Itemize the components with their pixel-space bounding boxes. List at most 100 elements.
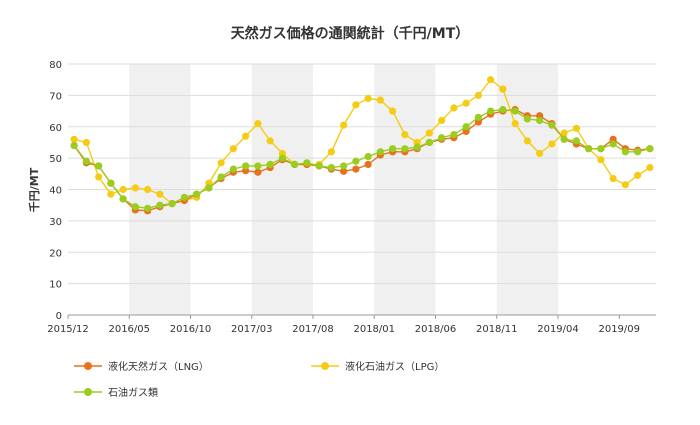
data-point	[107, 190, 115, 198]
data-point	[217, 173, 225, 181]
data-point	[572, 124, 580, 132]
chart-title: 天然ガス価格の通関統計（千円/MT）	[231, 25, 470, 42]
data-point	[119, 195, 127, 203]
data-point	[254, 162, 262, 170]
x-tick-label: 2018/06	[415, 324, 457, 335]
x-tick-label: 2018/11	[476, 324, 518, 335]
data-point	[511, 120, 519, 128]
data-point	[217, 159, 225, 167]
legend-marker	[84, 362, 92, 370]
x-tick-label: 2015/12	[47, 324, 89, 335]
data-point	[499, 105, 507, 114]
data-point	[621, 148, 629, 156]
data-point	[621, 181, 629, 189]
data-point	[229, 165, 237, 173]
data-point	[278, 154, 286, 162]
data-point	[401, 145, 409, 153]
data-point	[474, 91, 482, 99]
x-tick-label: 2017/03	[231, 324, 273, 335]
legend-marker	[84, 388, 92, 396]
data-point	[70, 135, 78, 143]
data-point	[266, 137, 274, 145]
data-point	[327, 163, 335, 172]
y-tick-label: 0	[56, 311, 62, 322]
data-point	[462, 123, 470, 131]
x-tick-label: 2017/08	[292, 324, 334, 335]
legend-item: 液化天然ガス（LNG）	[74, 360, 209, 373]
y-tick-label: 50	[49, 154, 62, 165]
data-point	[646, 163, 654, 172]
data-point	[254, 120, 262, 128]
legend-label: 液化石油ガス（LPG）	[345, 360, 444, 373]
data-point	[536, 149, 544, 158]
data-point	[156, 201, 164, 209]
y-tick-label: 70	[49, 91, 62, 102]
data-point	[511, 107, 519, 115]
data-point	[585, 145, 593, 153]
data-point	[168, 200, 176, 208]
data-point	[144, 204, 152, 212]
x-axis: 2015/12 2016/05 2016/10 2017/03 2017/08 2018/…	[47, 315, 640, 335]
data-point	[340, 121, 348, 129]
data-point	[376, 148, 384, 156]
data-point	[266, 160, 274, 168]
legend-label: 石油ガス類	[108, 386, 158, 399]
data-point	[487, 107, 495, 115]
legend-item: 液化石油ガス（LPG）	[311, 360, 444, 373]
y-tick-label: 10	[49, 280, 62, 291]
data-point	[254, 168, 262, 176]
data-point	[242, 162, 250, 170]
x-tick-label: 2018/01	[353, 324, 395, 335]
x-tick-label: 2019/04	[537, 324, 579, 335]
data-point	[107, 179, 115, 187]
data-point	[425, 129, 433, 137]
data-point	[389, 145, 397, 153]
data-point	[548, 121, 556, 129]
data-point	[609, 174, 617, 183]
data-point	[352, 165, 360, 173]
data-point	[597, 156, 605, 164]
x-tick-label: 2016/10	[170, 324, 212, 335]
data-point	[389, 107, 397, 115]
data-point	[597, 145, 605, 153]
data-point	[609, 140, 617, 148]
data-point	[156, 190, 164, 198]
data-point	[560, 129, 568, 137]
data-point	[364, 152, 372, 161]
data-point	[144, 185, 152, 194]
y-tick-label: 20	[49, 248, 62, 259]
data-point	[242, 132, 250, 140]
data-point	[303, 159, 311, 167]
data-point	[474, 113, 482, 121]
data-point	[82, 157, 90, 165]
data-point	[560, 135, 568, 143]
data-point	[131, 184, 139, 192]
data-point	[291, 160, 299, 168]
y-tick-label: 60	[49, 123, 62, 134]
data-point	[340, 167, 348, 175]
data-point	[450, 130, 458, 139]
x-tick-label: 2019/09	[598, 324, 640, 335]
data-point	[425, 138, 433, 147]
data-point	[205, 184, 213, 192]
data-point	[438, 134, 446, 142]
data-point	[327, 148, 335, 156]
y-tick-label: 80	[49, 60, 62, 71]
legend-label: 液化天然ガス（LNG）	[108, 360, 209, 373]
data-point	[352, 157, 360, 165]
data-point	[536, 116, 544, 125]
data-point	[95, 173, 103, 181]
series-layer	[70, 76, 654, 215]
legend-marker	[321, 362, 329, 370]
data-point	[572, 137, 580, 145]
data-point	[438, 116, 446, 125]
data-point	[376, 96, 384, 104]
data-point	[523, 115, 531, 123]
x-tick-label: 2016/05	[108, 324, 150, 335]
data-point	[364, 94, 372, 103]
y-tick-label: 30	[49, 217, 62, 228]
data-point	[413, 143, 421, 151]
data-point	[180, 193, 188, 201]
data-point	[548, 140, 556, 148]
